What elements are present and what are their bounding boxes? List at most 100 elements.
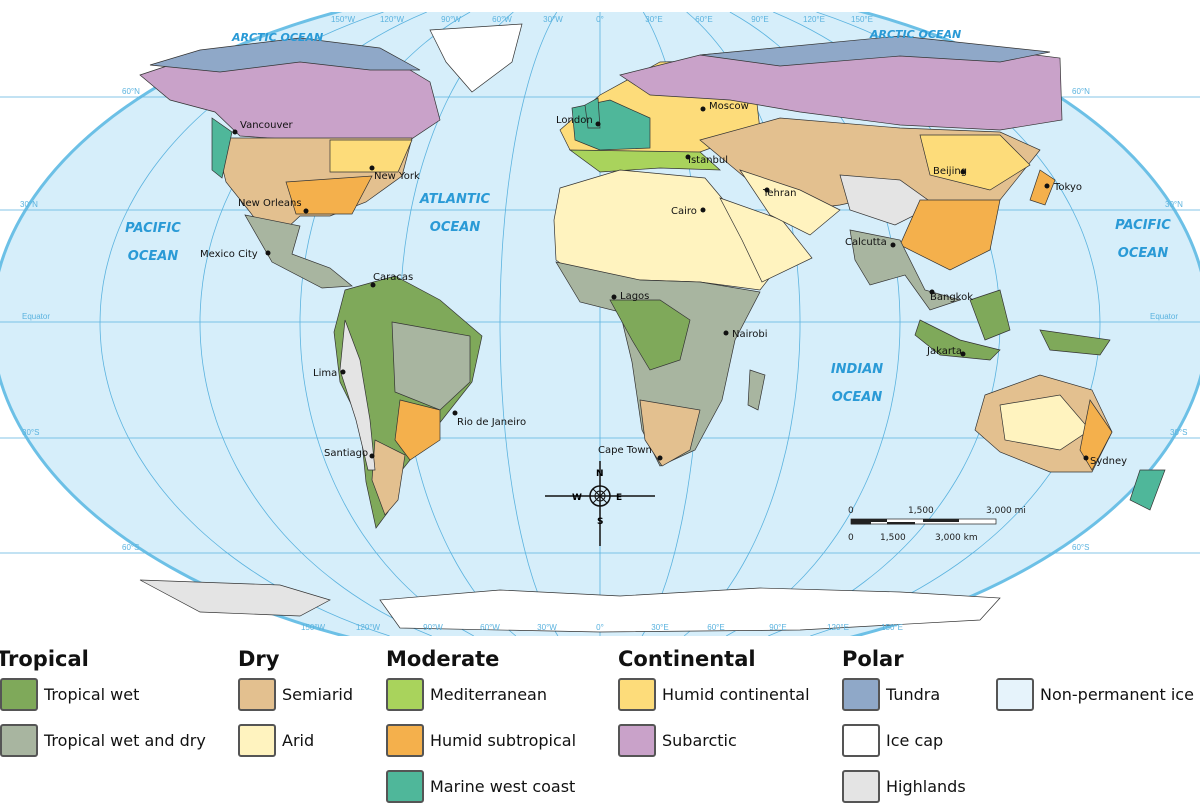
legend-item: Semiarid [238,678,353,711]
city-label: Sydney [1090,456,1127,467]
city-marker [929,289,935,295]
climate-region-marine-west-coast [584,97,601,129]
ocean-label-indian: OCEAN [832,390,883,405]
longitude-label-bottom: 90°E [769,623,786,632]
climate-region-humid-continental [919,134,1031,191]
climate-region-marine-west-coast [211,117,233,179]
latitude-label-right: 60°S [1072,543,1089,552]
scale-km-1500: 1,500 [880,533,906,543]
climate-region-humid-subtropical [394,399,441,461]
city-marker [700,207,706,213]
longitude-label-bottom: 30°E [651,623,668,632]
city-marker [1044,183,1050,189]
city-marker [369,165,375,171]
meridian-line [683,12,801,636]
city-label: Calcutta [845,237,887,248]
climate-region-tundra [149,37,421,73]
longitude-label-bottom: 90°W [423,623,443,632]
climate-region-humid-subtropical [1029,169,1056,206]
city-marker [960,169,966,175]
latitude-label-left: 30°S [22,428,39,437]
ocean-label-atlantic: ATLANTIC [419,192,491,207]
land-regions [139,23,1166,633]
longitude-label-top: 90°W [441,15,461,24]
legend-label: Humid continental [662,685,810,704]
climate-region-semiarid [639,399,701,467]
legend-label: Tropical wet [44,685,140,704]
city-marker [764,187,770,193]
legend-group-title: Polar [842,647,904,671]
climate-region-arid [739,169,841,236]
legend-swatch [618,724,656,757]
city-label: Jakarta [926,346,962,357]
climate-region-tropical-wet-and-dry [747,369,766,411]
legend-swatch [996,678,1034,711]
longitude-label-top: 60°E [695,15,712,24]
legend-group-title: Tropical [0,647,89,671]
latitude-label-left: 30°N [20,200,38,209]
climate-region-highlands [339,319,376,471]
city-label: Lagos [620,291,649,302]
city-marker [685,154,691,160]
legend-label: Ice cap [886,731,944,750]
climate-region-mediterranean [568,149,721,173]
legend-label: Subarctic [662,731,737,750]
city-label: Tokyo [1053,182,1082,193]
longitude-label-bottom: 30°W [537,623,557,632]
latitude-label-right: Equator [1150,312,1178,321]
climate-region-highlands [139,579,331,617]
climate-legend: Tropical Tropical wet Tropical wet and dry… [0,645,1200,803]
city-label: Cairo [671,206,697,217]
climate-region-arid [553,169,783,291]
longitude-label-bottom: 120°E [827,623,849,632]
legend-item: Humid continental [618,678,810,711]
latitude-label-left: 60°N [122,87,140,96]
legend-swatch [618,678,656,711]
legend-label: Highlands [886,777,966,796]
longitude-label-top: 120°E [803,15,825,24]
climate-region-tropical-wet-and-dry [391,321,471,411]
longitude-label-bottom: 60°W [480,623,500,632]
legend-item: Tundra [842,678,940,711]
city-marker [890,242,896,248]
climate-region-marine-west-coast [1129,469,1166,511]
climate-region-ice-cap [429,23,523,93]
legend-item: Mediterranean [386,678,547,711]
city-marker [452,410,458,416]
longitude-label-top: 60°W [492,15,512,24]
climate-region-humid-subtropical [1079,399,1113,471]
city-label: Rio de Janeiro [457,417,526,428]
scale-mi-0: 0 [848,506,854,516]
longitude-label-top: 150°W [331,15,356,24]
compass-e: E [616,493,622,503]
ocean-label-pacific-right: OCEAN [1118,246,1169,261]
scale-mi-1500: 1,500 [908,506,934,516]
climate-region-humid-subtropical [899,199,1001,271]
city-label: Lima [313,368,337,379]
ocean-label-arctic-left: ARCTIC OCEAN [231,31,323,44]
climate-region-tropical-wet [969,289,1011,341]
legend-item: Arid [238,724,314,757]
legend-label: Humid subtropical [430,731,577,750]
city-marker [369,453,375,459]
city-label: Moscow [709,101,749,112]
legend-swatch [238,724,276,757]
legend-item: Highlands [842,770,966,803]
legend-label: Marine west coast [430,777,576,796]
city-marker [960,351,966,357]
longitude-label-bottom: 150°E [881,623,903,632]
longitude-label-top: 0° [596,15,604,24]
climate-region-tropical-wet-and-dry [244,214,353,289]
legend-group-title: Continental [618,647,756,671]
ocean-label-pacific-left: PACIFIC [125,221,181,236]
compass-n: N [596,469,604,479]
city-marker [303,208,309,214]
latitude-label-right: 60°N [1072,87,1090,96]
legend-swatch [842,724,880,757]
legend-swatch [0,724,38,757]
latitude-label-left: Equator [22,312,50,321]
legend-swatch [842,678,880,711]
climate-region-semiarid [371,439,406,516]
legend-label: Non-permanent ice [1040,685,1194,704]
ocean-label-atlantic: OCEAN [430,220,481,235]
